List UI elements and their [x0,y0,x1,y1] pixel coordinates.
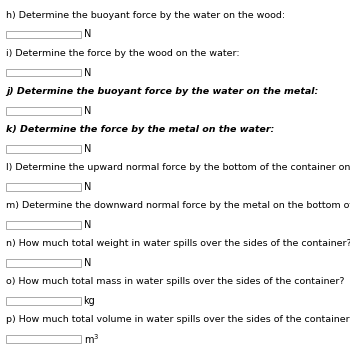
Text: N: N [84,67,91,77]
Text: p) How much total volume in water spills over the sides of the container?: p) How much total volume in water spills… [6,315,350,325]
Text: l) Determine the upward normal force by the bottom of the container on the metal: l) Determine the upward normal force by … [6,163,350,172]
Text: kg: kg [84,296,95,306]
Text: h) Determine the buoyant force by the water on the wood:: h) Determine the buoyant force by the wa… [6,11,285,20]
FancyBboxPatch shape [6,259,81,267]
Text: n) How much total weight in water spills over the sides of the container?: n) How much total weight in water spills… [6,239,350,248]
FancyBboxPatch shape [6,107,81,115]
Text: N: N [84,144,91,154]
Text: N: N [84,182,91,192]
Text: i) Determine the force by the wood on the water:: i) Determine the force by the wood on th… [6,49,239,58]
FancyBboxPatch shape [6,145,81,152]
Text: j) Determine the buoyant force by the water on the metal:: j) Determine the buoyant force by the wa… [6,87,318,96]
FancyBboxPatch shape [6,221,81,229]
FancyBboxPatch shape [6,69,81,76]
FancyBboxPatch shape [6,30,81,38]
Text: m) Determine the downward normal force by the metal on the bottom of the contain: m) Determine the downward normal force b… [6,201,350,210]
FancyBboxPatch shape [6,297,81,305]
Text: N: N [84,258,91,268]
Text: k) Determine the force by the metal on the water:: k) Determine the force by the metal on t… [6,125,274,134]
FancyBboxPatch shape [6,335,81,343]
Text: N: N [84,29,91,39]
Text: m$^3$: m$^3$ [84,332,99,346]
Text: o) How much total mass in water spills over the sides of the container?: o) How much total mass in water spills o… [6,277,344,286]
FancyBboxPatch shape [6,183,81,191]
Text: N: N [84,220,91,230]
Text: N: N [84,106,91,116]
